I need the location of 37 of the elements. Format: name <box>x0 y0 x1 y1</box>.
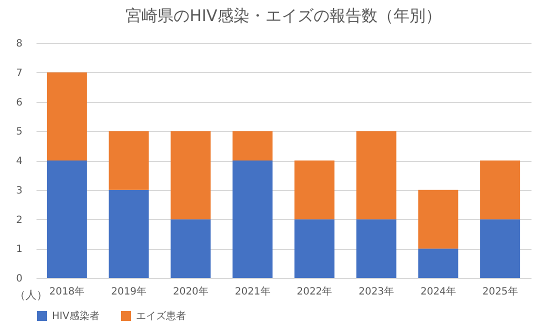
bar <box>232 131 273 160</box>
chart-title: 宮崎県のHIV感染・エイズの報告数（年別） <box>126 6 442 25</box>
bar <box>108 131 149 190</box>
bar <box>294 160 334 220</box>
x-tick-label: 2025年 <box>482 286 518 298</box>
y-tick-label: 7 <box>16 68 22 79</box>
x-tick-label: 2024年 <box>420 286 456 298</box>
bar <box>418 190 458 249</box>
bar <box>418 248 458 278</box>
x-tick-label: 2021年 <box>234 286 270 298</box>
y-tick-label: 6 <box>16 97 22 108</box>
bar <box>46 72 87 160</box>
bar <box>232 160 273 278</box>
x-tick-label: 2019年 <box>111 286 147 298</box>
y-axis-title: （人） <box>14 288 48 302</box>
legend-label: エイズ患者 <box>136 310 186 322</box>
bar <box>480 219 520 278</box>
x-tick-label: 2018年 <box>49 286 85 298</box>
bar <box>108 190 149 278</box>
bar <box>356 219 396 278</box>
y-tick-label: 0 <box>16 274 22 284</box>
y-tick-label: 1 <box>16 244 22 256</box>
y-tick-label: 2 <box>16 214 22 226</box>
y-tick-label: 5 <box>16 126 22 138</box>
bar <box>480 160 520 220</box>
bar <box>170 219 211 278</box>
x-tick-label: 2023年 <box>358 286 394 298</box>
legend-label: HIV感染者 <box>52 310 100 322</box>
y-tick-label: 3 <box>16 185 22 196</box>
bar <box>356 131 396 220</box>
bar <box>46 160 87 278</box>
x-tick-label: 2022年 <box>296 286 332 298</box>
x-tick-label: 2020年 <box>172 286 208 298</box>
bar <box>294 219 334 278</box>
bar <box>170 131 211 220</box>
y-tick-label: 8 <box>16 38 22 50</box>
y-tick-label: 4 <box>16 156 22 167</box>
